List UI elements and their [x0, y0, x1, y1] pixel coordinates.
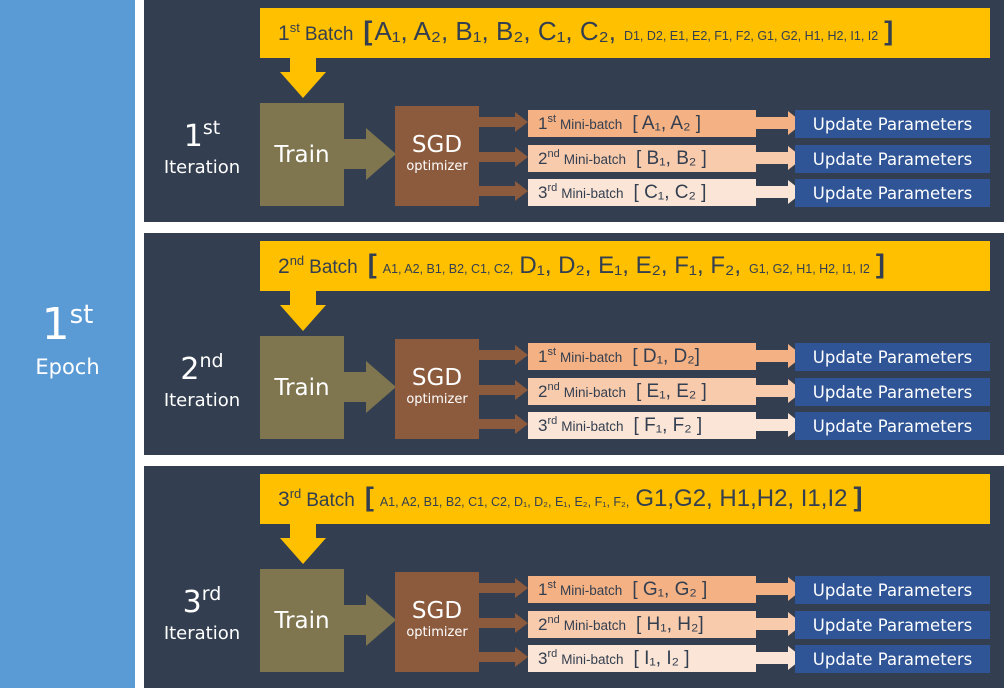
- update-parameters-box: Update Parameters: [795, 412, 990, 440]
- down-arrow-shaft: [290, 57, 316, 73]
- update-parameters-box: Update Parameters: [795, 343, 990, 371]
- down-arrow-shaft: [290, 523, 316, 539]
- iteration-panel-1: 1st Batch [ A₁, A₂, B₁, B₂, C₁, C₂, D1, …: [144, 0, 1004, 222]
- update-parameters-box: Update Parameters: [795, 179, 990, 207]
- mini-batch-3: 3rd Mini-batch [ C₁, C₂ ]: [528, 179, 756, 206]
- sgd-optimizer-box: SGD optimizer: [395, 106, 479, 206]
- right-arrow-icon: [366, 361, 396, 413]
- right-arrow-icon: [479, 380, 529, 400]
- batch-other-samples: A1, A2, B1, B2, C1, C2,: [382, 262, 514, 276]
- mini-batch-3: 3rd Mini-batch [ I₁, I₂ ]: [528, 645, 756, 672]
- right-arrow-icon: [479, 414, 529, 434]
- batch-open-bracket: [: [367, 249, 377, 279]
- mini-batch-3: 3rd Mini-batch [ F₁, F₂ ]: [528, 412, 756, 439]
- mini-batch-1: 1st Mini-batch [ G₁, G₂ ]: [528, 576, 756, 603]
- train-box: Train: [260, 103, 344, 206]
- update-parameters-box: Update Parameters: [795, 378, 990, 406]
- right-arrow-shaft: [344, 139, 366, 169]
- update-parameters-box: Update Parameters: [795, 645, 990, 673]
- right-arrow-icon: [479, 112, 529, 132]
- epoch-word: Epoch: [35, 355, 100, 379]
- right-arrow-icon: [366, 594, 396, 646]
- right-arrow-icon: [479, 578, 529, 598]
- right-arrow-icon: [479, 613, 529, 633]
- down-arrow-icon: [280, 538, 326, 564]
- down-arrow-shaft: [290, 290, 316, 306]
- batch-bar-1: 1st Batch [ A₁, A₂, B₁, B₂, C₁, C₂, D1, …: [260, 8, 990, 58]
- iteration-panel-3: 3rd Batch [ A1, A2, B1, B2, C1, C2, D₁, …: [144, 466, 1004, 688]
- batch-close-bracket: ]: [875, 249, 885, 279]
- batch-other-samples: G1, G2, H1, H2, I1, I2: [748, 262, 870, 276]
- batch-active-samples: D₁, D₂, E₁, E₂, F₁, F₂,: [519, 252, 741, 279]
- down-arrow-icon: [280, 72, 326, 98]
- train-box: Train: [260, 336, 344, 439]
- epoch-label: 1st Epoch: [0, 300, 135, 384]
- update-parameters-box: Update Parameters: [795, 576, 990, 604]
- update-parameters-box: Update Parameters: [795, 611, 990, 639]
- update-parameters-box: Update Parameters: [795, 110, 990, 138]
- sgd-optimizer-box: SGD optimizer: [395, 339, 479, 439]
- right-arrow-shaft: [344, 372, 366, 402]
- batch-active-samples: G1,G2, H1,H2, I1,I2: [635, 485, 848, 512]
- batch-open-bracket: [: [363, 16, 373, 46]
- batch-bar-3: 3rd Batch [ A1, A2, B1, B2, C1, C2, D₁, …: [260, 474, 990, 524]
- mini-batch-2: 2nd Mini-batch [ B₁, B₂ ]: [528, 145, 756, 172]
- batch-close-bracket: ]: [884, 16, 894, 46]
- batch-word: Batch: [309, 257, 358, 278]
- sgd-optimizer-box: SGD optimizer: [395, 572, 479, 672]
- right-arrow-icon: [479, 181, 529, 201]
- right-arrow-icon: [479, 147, 529, 167]
- mini-batch-2: 2nd Mini-batch [ E₁, E₂ ]: [528, 378, 756, 405]
- right-arrow-icon: [366, 128, 396, 180]
- right-arrow-icon: [479, 647, 529, 667]
- right-arrow-shaft: [344, 605, 366, 635]
- mini-batch-1: 1st Mini-batch [ A₁, A₂ ]: [528, 110, 756, 137]
- batch-open-bracket: [: [364, 482, 374, 512]
- mini-batch-2: 2nd Mini-batch [ H₁, H₂]: [528, 611, 756, 638]
- batch-other-samples: D1, D2, E1, E2, F1, F2, G1, G2, H1, H2, …: [623, 29, 879, 43]
- batch-other-samples: A1, A2, B1, B2, C1, C2, D₁, D₂, E₁, E₂, …: [379, 495, 630, 509]
- batch-word: Batch: [306, 490, 355, 511]
- train-box: Train: [260, 569, 344, 672]
- epoch-column: 1st Epoch: [0, 0, 135, 688]
- iteration-panel-2: 2nd Batch [ A1, A2, B1, B2, C1, C2, D₁, …: [144, 233, 1004, 455]
- update-parameters-box: Update Parameters: [795, 145, 990, 173]
- batch-word: Batch: [304, 24, 354, 45]
- iteration-label-2: 2nd Iteration: [163, 350, 241, 412]
- batch-bar-2: 2nd Batch [ A1, A2, B1, B2, C1, C2, D₁, …: [260, 241, 990, 291]
- mini-batch-1: 1st Mini-batch [ D₁, D₂]: [528, 343, 756, 370]
- epoch-ordinal: 1st: [41, 299, 94, 350]
- iteration-label-1: 1st Iteration: [163, 117, 241, 179]
- right-arrow-icon: [479, 345, 529, 365]
- iteration-label-3: 3rd Iteration: [163, 583, 241, 645]
- batch-ordinal: 1st: [278, 20, 300, 45]
- batch-close-bracket: ]: [853, 482, 863, 512]
- batch-ordinal: 3rd: [278, 486, 302, 511]
- batch-active-samples: A₁, A₂, B₁, B₂, C₁, C₂,: [374, 16, 616, 46]
- batch-ordinal: 2nd: [278, 253, 305, 278]
- down-arrow-icon: [280, 305, 326, 331]
